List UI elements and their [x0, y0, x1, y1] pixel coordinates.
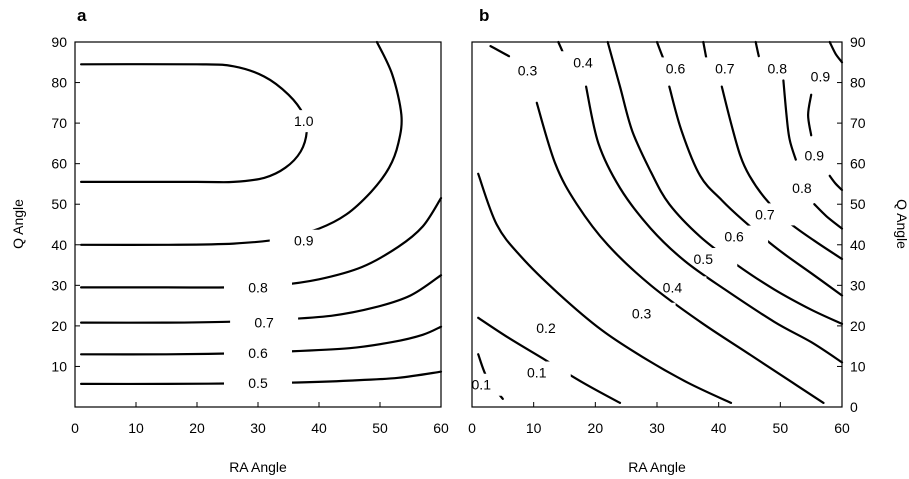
panel-a-y-tick-label: 90 [51, 34, 67, 50]
panel-b-y-ticks: 0 10 20 30 40 50 60 70 80 90 [837, 34, 866, 415]
panel-b-x-tick-label: 20 [588, 420, 604, 436]
panel-a-y-tick-label: 50 [51, 196, 67, 212]
panel-b-y-tick-label: 90 [850, 34, 866, 50]
panel-a-x-tick-label: 40 [311, 420, 327, 436]
panel-b-y-tick-label: 80 [850, 75, 866, 91]
panel-b-contour-label: 0.8 [768, 60, 788, 76]
panel-a-x-ticks: 0 10 20 30 40 50 60 [71, 402, 449, 436]
panel-a-contour-line [80, 197, 443, 289]
panel-a-x-tick-label: 60 [433, 420, 449, 436]
panel-b-contour-line [754, 40, 760, 58]
panel-b-contour-line [477, 172, 733, 404]
panel-b-contour-label: 0.4 [663, 279, 683, 295]
panel-a-x-tick-label: 50 [372, 420, 388, 436]
panel-a-contour-line [80, 40, 403, 246]
panel-b-y-tick-label: 50 [850, 196, 866, 212]
panel-b-contour-line [828, 174, 844, 192]
panel-b-contour-line [489, 45, 511, 58]
panel-b-y-tick-label: 70 [850, 115, 866, 131]
panel-a-y-tick-label: 80 [51, 75, 67, 91]
panel-a-y-axis-title: Q Angle [10, 199, 26, 249]
panel-a-contour-label: 0.9 [294, 233, 314, 249]
panel-b-contour-line [828, 40, 844, 64]
panel-a-x-axis-title: RA Angle [229, 459, 287, 475]
panel-a-y-tick-label: 30 [51, 277, 67, 293]
panel-b-y-tick-label: 10 [850, 358, 866, 374]
panel-b-contour-label: 0.1 [527, 365, 547, 381]
panel-b-contour-label: 0.3 [632, 306, 652, 322]
panel-b-contour-label: 0.8 [792, 180, 812, 196]
panel-a-x-tick-label: 10 [128, 420, 144, 436]
panel-a: a 10 20 30 40 50 60 70 80 90 0 10 20 30 40 50 60 1.0 0.… [10, 6, 449, 475]
panel-b-contour-label: 0.1 [472, 377, 492, 393]
panel-a-y-tick-label: 40 [51, 237, 67, 253]
panel-b-x-tick-label: 40 [711, 420, 727, 436]
panel-b-contour-label: 0.3 [518, 62, 538, 78]
panel-b-contour-label: 0.2 [536, 320, 556, 336]
panel-b-contour-label: 0.6 [666, 60, 686, 76]
panel-a-contour-label: 0.7 [254, 315, 274, 331]
panel-b-contour-line [806, 93, 813, 137]
panel-a-y-ticks: 10 20 30 40 50 60 70 80 90 [51, 34, 80, 374]
panel-a-contour-label: 0.5 [248, 375, 268, 391]
panel-b-y-tick-label: 20 [850, 318, 866, 334]
panel-b-contour-label: 0.7 [715, 60, 735, 76]
panel-b-contour-label: 0.7 [755, 206, 775, 222]
panel-b-plot-frame [471, 41, 843, 408]
panel-a-y-tick-label: 20 [51, 318, 67, 334]
panel-b-contours: 0.1 0.1 0.2 0.3 0.3 0.4 0.4 0.5 0.6 0.6 0.7 0.7 0.8 0… [472, 40, 844, 404]
panel-a-contour-line [80, 63, 309, 184]
panel-a-y-tick-label: 70 [51, 115, 67, 131]
panel-a-y-tick-label: 10 [51, 358, 67, 374]
panel-b-x-tick-label: 50 [773, 420, 789, 436]
panel-a-y-tick-label: 60 [51, 156, 67, 172]
panel-a-x-tick-label: 20 [189, 420, 205, 436]
panel-b-x-tick-label: 10 [526, 420, 542, 436]
panel-a-contour-line [80, 325, 443, 356]
panel-b-x-tick-label: 30 [649, 420, 665, 436]
panel-b-x-ticks: 0 10 20 30 40 50 60 [468, 402, 850, 436]
panel-a-contour-label: 0.8 [248, 279, 268, 295]
panel-b-x-tick-label: 0 [468, 420, 476, 436]
panel-b-y-tick-label: 60 [850, 156, 866, 172]
panel-b-contour-label: 0.5 [694, 251, 714, 267]
panel-b-contour-line [782, 79, 797, 161]
panel-b-contour-line [668, 85, 844, 297]
panel-b-contour-label: 0.9 [811, 68, 831, 84]
panel-a-contour-label: 0.6 [248, 345, 268, 361]
panel-b-contour-line [720, 85, 844, 261]
panel-b-contour-label: 0.4 [573, 54, 593, 70]
panel-b-x-tick-label: 60 [834, 420, 850, 436]
panel-b-contour-line [655, 40, 665, 60]
panel-b-contour-line [585, 85, 844, 364]
panel-a-letter: a [77, 6, 87, 25]
panel-a-x-tick-label: 0 [71, 420, 79, 436]
panel-b-contour-label: 0.6 [724, 229, 744, 245]
panel-b-contour-line [477, 316, 622, 404]
panel-b-contour-line [535, 101, 825, 404]
panel-b-y-tick-label: 30 [850, 277, 866, 293]
panel-a-x-tick-label: 30 [250, 420, 266, 436]
panel-a-contour-label: 1.0 [294, 113, 314, 129]
panel-b-y-tick-label: 40 [850, 237, 866, 253]
panel-b-contour-line [606, 40, 844, 325]
panel-a-contours: 1.0 0.9 0.8 0.7 0.6 0.5 [80, 40, 443, 391]
panel-b-letter: b [479, 6, 489, 25]
panel-b-x-axis-title: RA Angle [628, 459, 686, 475]
panel-b-contour-label: 0.9 [805, 148, 825, 164]
panel-b-y-axis-title: Q Angle [894, 199, 909, 249]
panel-b-contour-line [557, 40, 566, 58]
panel-b-contour-line [702, 40, 708, 60]
panel-b-contour-line [813, 203, 844, 230]
panel-b-y-tick-label: 0 [850, 399, 858, 415]
